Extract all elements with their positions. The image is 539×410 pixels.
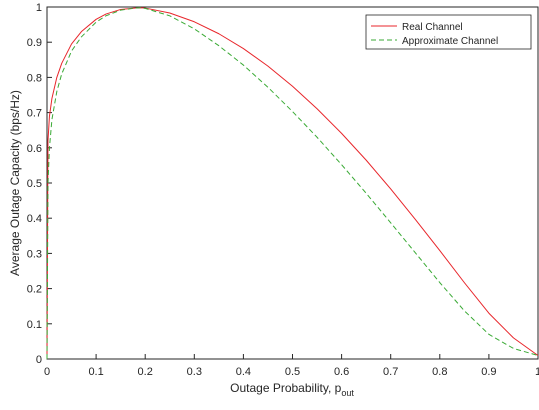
x-tick-label: 0.7	[383, 366, 398, 378]
x-tick-label: 0.4	[236, 366, 251, 378]
x-tick-label: 0.1	[88, 366, 103, 378]
y-tick-label: 0.1	[27, 319, 42, 331]
legend-label-approximate-channel: Approximate Channel	[402, 36, 498, 47]
x-tick-label: 0.8	[432, 366, 447, 378]
y-tick-label: 1	[36, 2, 42, 14]
x-tick-label: 0.3	[187, 366, 202, 378]
x-axis-ticks: 0 0.1 0.2 0.3 0.4 0.5 0.6 0.7 0.8 0.9 1	[44, 354, 539, 378]
y-tick-label: 0	[36, 354, 42, 366]
series-line-approximate-channel	[46, 7, 539, 360]
y-axis-label: Average Outage Capacity (bps/Hz)	[8, 90, 22, 276]
x-axis-label-subscript: out	[341, 388, 354, 398]
y-tick-label: 0.9	[27, 37, 42, 49]
x-axis-label: Outage Probability, pout	[230, 381, 354, 398]
x-axis-label-main: Outage Probability, p	[230, 381, 342, 395]
y-tick-label: 0.3	[27, 248, 42, 260]
legend: Real Channel Approximate Channel	[365, 14, 532, 50]
y-tick-label: 0.2	[27, 284, 42, 296]
y-tick-label: 0.5	[27, 178, 42, 190]
x-tick-label: 0.2	[138, 366, 153, 378]
y-tick-label: 0.6	[27, 143, 42, 155]
x-tick-label: 0.5	[285, 366, 300, 378]
x-tick-label: 0.9	[481, 366, 496, 378]
series-layer	[46, 7, 539, 360]
plot-area	[46, 6, 539, 360]
x-tick-label: 1	[535, 366, 539, 378]
x-tick-label: 0	[44, 366, 50, 378]
y-tick-label: 0.4	[27, 213, 42, 225]
y-tick-label: 0.8	[27, 72, 42, 84]
series-line-real-channel	[46, 7, 539, 360]
y-tick-label: 0.7	[27, 108, 42, 120]
legend-label-real-channel: Real Channel	[402, 22, 463, 33]
x-tick-label: 0.6	[334, 366, 349, 378]
legend-box	[365, 14, 532, 50]
